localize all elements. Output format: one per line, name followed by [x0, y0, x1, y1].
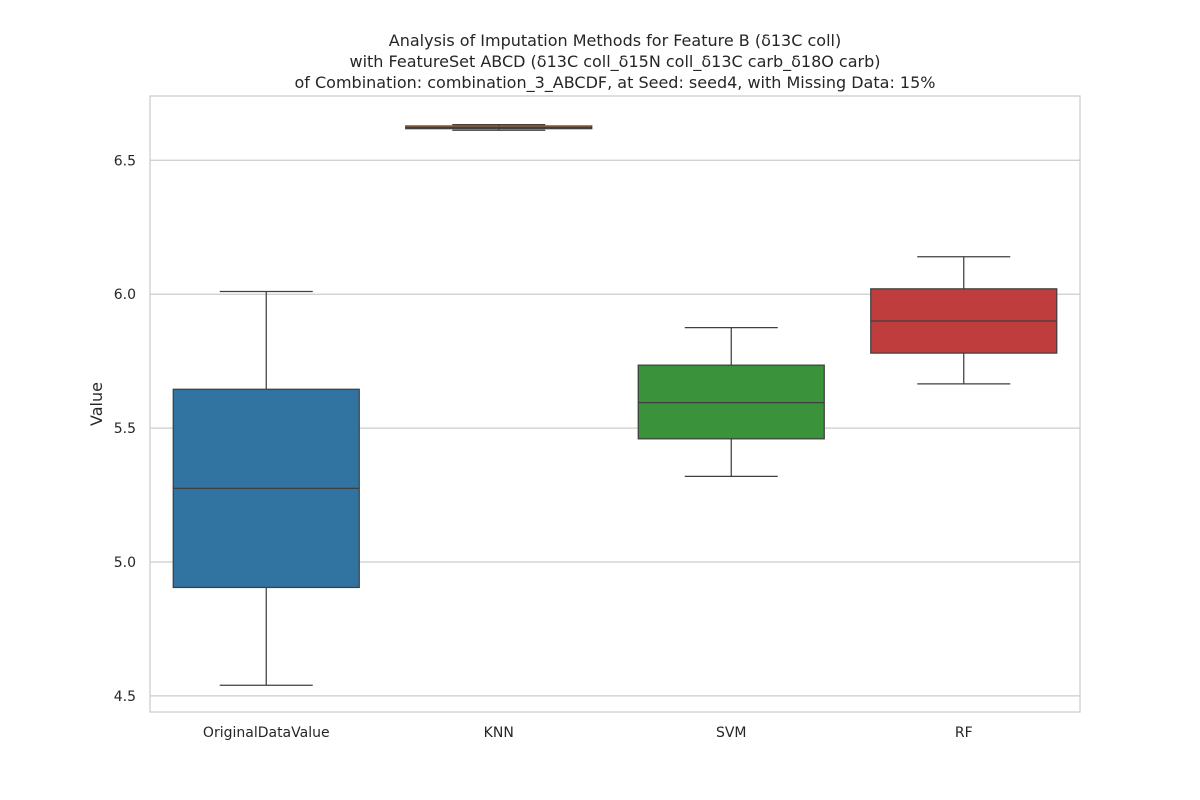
chart-title-line-1: Analysis of Imputation Methods for Featu…: [389, 31, 841, 50]
box-svm: [637, 327, 825, 477]
y-tick-label: 4.5: [114, 689, 136, 705]
box-rf: [870, 256, 1058, 385]
y-axis-label: Value: [87, 382, 106, 426]
boxes-group: [172, 124, 1058, 686]
chart-title-line-3: of Combination: combination_3_ABCDF, at …: [295, 73, 936, 93]
box-knn: [405, 124, 593, 131]
y-tick-label: 5.0: [114, 555, 136, 571]
chart-title-line-2: with FeatureSet ABCD (δ13C coll_δ15N col…: [349, 52, 880, 72]
plot-frame: [149, 95, 1081, 713]
x-tick-label: KNN: [484, 725, 514, 741]
y-tick-labels: 4.5 5.0 5.5 6.0 6.5: [114, 153, 136, 705]
y-tick-label: 6.0: [114, 287, 136, 303]
y-tick-label: 5.5: [114, 421, 136, 437]
y-tick-label: 6.5: [114, 153, 136, 169]
x-tick-label: OriginalDataValue: [203, 725, 330, 741]
box-originaldatavalue: [172, 290, 360, 686]
box-iqr: [637, 364, 825, 440]
x-tick-label: RF: [955, 725, 973, 741]
x-tick-label: SVM: [716, 725, 747, 741]
x-tick-labels: OriginalDataValue KNN SVM RF: [203, 725, 973, 741]
